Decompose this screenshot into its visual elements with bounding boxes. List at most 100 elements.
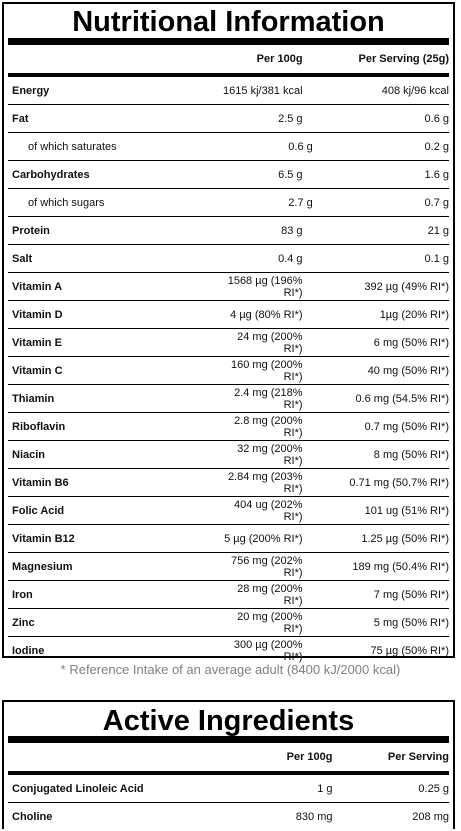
value-per100: 2.8 mg (200% RI*): [234, 414, 303, 439]
nutrient-name: of which saturates: [28, 140, 117, 153]
table-row: Iron 28 mg (200% RI*) 7 mg (50% RI*): [8, 581, 449, 609]
nutrition-header-row: Per 100g Per Serving (25g): [8, 45, 449, 77]
value-per-serving: 0.1 g: [424, 252, 449, 265]
nutrient-name: Carbohydrates: [12, 168, 90, 181]
value-per-serving: 0.2 g: [424, 140, 449, 153]
table-row: Fat 2.5 g 0.6 g: [8, 105, 449, 133]
value-per-serving: 6 mg (50% RI*): [373, 336, 449, 349]
active-title: Active Ingredients: [102, 705, 355, 737]
value-per100: 28 mg (200% RI*): [237, 582, 303, 607]
value-per-serving: 0.25 g: [418, 782, 449, 795]
table-row: Folic Acid 404 ug (202% RI*) 101 ug (51% R…: [8, 497, 449, 525]
value-per100: 2.84 mg (203% RI*): [227, 470, 303, 495]
table-row: Vitamin B12 5 µg (200% RI*) 1.25 µg (50% R…: [8, 525, 449, 553]
nutrition-title: Nutritional Information: [72, 6, 385, 38]
nutrition-rows: Energy 1615 kj/381 kcal 408 kj/96 kcal Fat 2…: [4, 77, 453, 665]
value-per100: 1615 kj/381 kcal: [223, 84, 303, 97]
nutrient-name: Vitamin A: [12, 280, 63, 293]
value-per100: 24 mg (200% RI*): [237, 330, 303, 355]
value-per-serving: 75 µg (50% RI*): [370, 645, 449, 657]
header-per100: Per 100g: [286, 751, 333, 763]
nutrient-name: Protein: [12, 224, 50, 237]
nutrient-name: Magnesium: [12, 560, 73, 573]
table-row: Magnesium 756 mg (202% RI*) 189 mg (50.4% …: [8, 553, 449, 581]
table-row: Salt 0.4 g 0.1 g: [8, 245, 449, 273]
value-per100: 0.6 g: [288, 140, 313, 153]
active-rows: Conjugated Linoleic Acid 1 g 0.25 g Choline…: [4, 775, 453, 831]
value-per100: 756 mg (202% RI*): [231, 554, 303, 579]
nutrient-name: Folic Acid: [12, 504, 65, 517]
table-row: Niacin 32 mg (200% RI*) 8 mg (50% RI*): [8, 441, 449, 469]
table-row: Riboflavin 2.8 mg (200% RI*) 0.7 mg (50% R…: [8, 413, 449, 441]
reference-intake-footnote: * Reference Intake of an average adult (…: [60, 662, 401, 677]
value-per-serving: 101 ug (51% RI*): [364, 504, 449, 517]
nutrient-name: Energy: [12, 84, 50, 97]
header-per100: Per 100g: [256, 53, 303, 65]
nutrient-name: Vitamin C: [12, 364, 63, 377]
value-per-serving: 392 µg (49% RI*): [364, 280, 449, 293]
value-per100: 6.5 g: [278, 168, 303, 181]
table-row: Vitamin A 1568 µg (196% RI*) 392 µg (49% R…: [8, 273, 449, 301]
nutrient-name: Thiamin: [12, 392, 55, 405]
value-per100: 0.4 g: [278, 252, 303, 265]
table-row: Iodine 300 µg (200% RI*) 75 µg (50% RI*): [8, 637, 449, 665]
header-per-serving: Per Serving (25g): [358, 53, 449, 65]
nutrient-name: Iron: [12, 588, 33, 601]
nutrient-name: of which sugars: [28, 196, 105, 209]
value-per-serving: 0.71 mg (50.7% RI*): [349, 476, 449, 489]
title-divider: [8, 38, 449, 45]
nutrient-name: Conjugated Linoleic Acid: [12, 782, 144, 795]
value-per100: 4 µg (80% RI*): [230, 308, 303, 321]
nutrient-name: Vitamin D: [12, 308, 63, 321]
value-per100: 2.5 g: [278, 112, 303, 125]
table-row: Zinc 20 mg (200% RI*) 5 mg (50% RI*): [8, 609, 449, 637]
value-per-serving: 189 mg (50.4% RI*): [352, 560, 449, 573]
active-ingredients-panel: Active Ingredients Per 100g Per Serving …: [2, 700, 455, 829]
nutrient-name: Fat: [12, 112, 29, 125]
nutrient-name: Vitamin B6: [12, 476, 69, 489]
value-per-serving: 0.7 g: [424, 196, 449, 209]
value-per100: 1568 µg (196% RI*): [227, 274, 303, 299]
value-per100: 83 g: [281, 224, 303, 237]
nutrient-name: Zinc: [12, 616, 35, 629]
nutrient-name: Vitamin B12: [12, 532, 75, 545]
table-row: Vitamin C 160 mg (200% RI*) 40 mg (50% RI*…: [8, 357, 449, 385]
table-row: Vitamin E 24 mg (200% RI*) 6 mg (50% RI*): [8, 329, 449, 357]
value-per100: 2.7 g: [288, 196, 313, 209]
table-row: Vitamin B6 2.84 mg (203% RI*) 0.71 mg (50.…: [8, 469, 449, 497]
value-per-serving: 0.6 g: [424, 112, 449, 125]
value-per100: 1 g: [317, 782, 333, 795]
value-per100: 160 mg (200% RI*): [231, 358, 303, 383]
table-row: Choline 830 mg 208 mg: [8, 803, 449, 831]
title-divider: [8, 736, 449, 743]
nutrient-name: Niacin: [12, 448, 46, 461]
value-per-serving: 5 mg (50% RI*): [373, 616, 449, 629]
value-per-serving: 0.7 mg (50% RI*): [364, 420, 449, 433]
value-per-serving: 40 mg (50% RI*): [367, 364, 449, 377]
nutrient-name: Vitamin E: [12, 336, 62, 349]
value-per-serving: 1µg (20% RI*): [379, 308, 449, 321]
value-per100: 32 mg (200% RI*): [237, 442, 303, 467]
header-per-serving: Per Serving: [387, 751, 449, 763]
value-per100: 404 ug (202% RI*): [234, 498, 303, 523]
value-per-serving: 1.25 µg (50% RI*): [361, 532, 449, 545]
value-per-serving: 408 kj/96 kcal: [381, 84, 449, 97]
value-per100: 830 mg: [295, 811, 333, 823]
table-row: Protein 83 g 21 g: [8, 217, 449, 245]
nutrient-name: Salt: [12, 252, 33, 265]
table-row: Thiamin 2.4 mg (218% RI*) 0.6 mg (54.5% RI…: [8, 385, 449, 413]
table-row: Conjugated Linoleic Acid 1 g 0.25 g: [8, 775, 449, 803]
value-per-serving: 21 g: [427, 224, 449, 237]
nutrient-name: Iodine: [12, 645, 45, 657]
active-header-row: Per 100g Per Serving: [8, 743, 449, 775]
table-row: of which sugars 2.7 g 0.7 g: [8, 189, 449, 217]
nutrient-name: Choline: [12, 811, 53, 823]
value-per-serving: 1.6 g: [424, 168, 449, 181]
nutrition-panel: Nutritional Information Per 100g Per Ser…: [2, 2, 455, 663]
nutrient-name: Riboflavin: [12, 420, 66, 433]
table-row: Energy 1615 kj/381 kcal 408 kj/96 kcal: [8, 77, 449, 105]
value-per100: 300 µg (200% RI*): [233, 639, 303, 663]
table-row: Carbohydrates 6.5 g 1.6 g: [8, 161, 449, 189]
table-row: Vitamin D 4 µg (80% RI*) 1µg (20% RI*): [8, 301, 449, 329]
value-per100: 5 µg (200% RI*): [224, 532, 303, 545]
